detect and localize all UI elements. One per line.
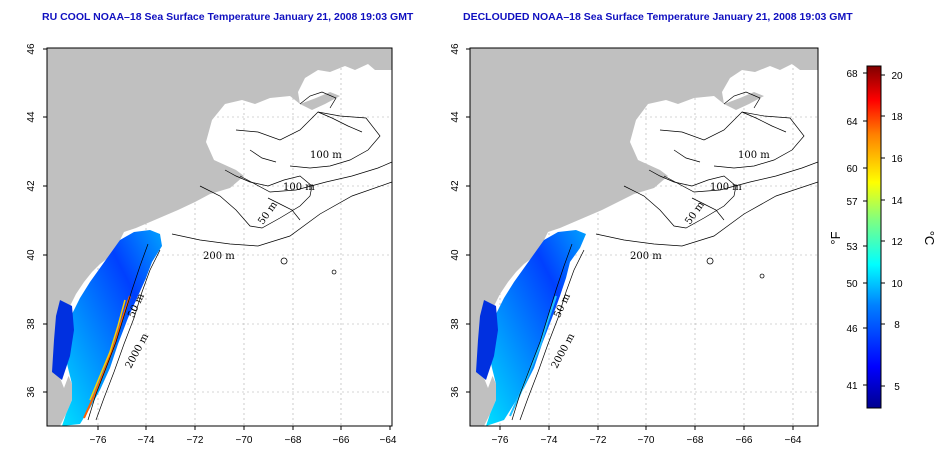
warm-stream-left: [83, 295, 131, 419]
colorbar-f-label: 46: [846, 324, 858, 335]
contour-label-100m-left-a: 100 m: [310, 150, 342, 161]
depth-contours-left: [87, 91, 392, 421]
x-tick-label: −70: [638, 435, 655, 446]
y-tick-label: 46: [26, 43, 37, 55]
colorbar-f-label: 57: [846, 197, 858, 208]
colorbar-c-label: 16: [891, 154, 903, 165]
x-axis-left: −76 −74 −72 −70 −68 −66 −64: [90, 426, 397, 446]
sst-field-right: [486, 230, 586, 426]
map-title-right: DECLOUDED NOAA–18 Sea Surface Temperatur…: [463, 11, 853, 23]
colorbar-f-label: 68: [846, 69, 858, 80]
x-tick-label: −72: [187, 435, 204, 446]
colorbar-c-label: 12: [891, 237, 903, 248]
warm-stream-right: [509, 295, 557, 417]
y-tick-label: 38: [450, 318, 461, 330]
x-tick-label: −76: [492, 435, 509, 446]
y-tick-label: 42: [26, 180, 37, 192]
y-tick-label: 36: [450, 386, 461, 398]
y-tick-label: 44: [450, 111, 461, 123]
y-tick-label: 40: [26, 249, 37, 261]
chesapeake-sst-left: [52, 300, 74, 380]
land-islands-right: [724, 92, 764, 110]
colorbar-unit-celsius: °C: [922, 231, 937, 246]
sst-field-left: [62, 230, 162, 426]
warm-core-left: [89, 299, 126, 401]
x-tick-label: −76: [90, 435, 107, 446]
contour-label-200m-right: 200 m: [630, 251, 662, 262]
y-tick-label: 46: [450, 43, 461, 55]
x-tick-label: −68: [687, 435, 704, 446]
colorbar-c-label: 20: [891, 71, 903, 82]
colorbar-c-label: 8: [894, 320, 900, 331]
colorbar-gradient: [866, 65, 882, 409]
x-tick-label: −64: [785, 435, 802, 446]
x-tick-label: −66: [333, 435, 350, 446]
y-tick-label: 36: [26, 386, 37, 398]
colorbar-f-label: 50: [846, 279, 858, 290]
x-tick-label: −74: [138, 435, 155, 446]
colorbar-c-label: 14: [891, 196, 903, 207]
x-tick-label: −72: [590, 435, 607, 446]
contour-label-200m-left: 200 m: [203, 251, 235, 262]
y-tick-label: 38: [26, 318, 37, 330]
colorbar-f-label: 64: [846, 117, 858, 128]
colorbar-c-label: 18: [891, 112, 903, 123]
y-tick-label: 44: [26, 111, 37, 123]
colorbar-c-label: 5: [894, 382, 900, 393]
land-mass-right: [470, 48, 818, 426]
contour-label-100m-left-b: 100 m: [283, 182, 315, 193]
colorbar-unit-fahrenheit: °F: [828, 231, 843, 244]
contour-label-100m-right-b: 100 m: [710, 182, 742, 193]
colorbar-c-label: 10: [891, 279, 903, 290]
y-tick-label: 42: [450, 180, 461, 192]
x-tick-label: −70: [236, 435, 253, 446]
map-panel-right: 100 m 100 m 50 m 200 m 50 m 2000 m −76 −…: [450, 43, 819, 446]
y-tick-label: 40: [450, 249, 461, 261]
x-axis-right: −76 −74 −72 −70 −68 −66 −64: [492, 426, 802, 446]
x-tick-label: −64: [380, 435, 397, 446]
contour-label-100m-right-a: 100 m: [738, 150, 770, 161]
depth-contours-right: [511, 91, 818, 421]
y-axis-left: 36 38 40 42 44 46: [26, 43, 47, 398]
x-tick-label: −66: [736, 435, 753, 446]
land-mass-left: [47, 48, 392, 426]
map-title-left: RU COOL NOAA–18 Sea Surface Temperature …: [42, 11, 414, 23]
colorbar-f-label: 53: [846, 242, 858, 253]
x-tick-label: −74: [541, 435, 558, 446]
y-axis-right: 36 38 40 42 44 46: [450, 43, 470, 398]
x-tick-label: −68: [285, 435, 302, 446]
map-panel-left: 100 m 100 m 50 m 200 m 50 m 2000 m −76 −…: [26, 43, 397, 446]
colorbar: 68 64 60 57 53 50 46 41 20 18 16 14 12 1…: [828, 65, 937, 409]
colorbar-f-label: 60: [846, 164, 858, 175]
chesapeake-sst-right: [476, 300, 498, 380]
land-islands-left: [300, 92, 340, 110]
colorbar-f-label: 41: [846, 381, 858, 392]
